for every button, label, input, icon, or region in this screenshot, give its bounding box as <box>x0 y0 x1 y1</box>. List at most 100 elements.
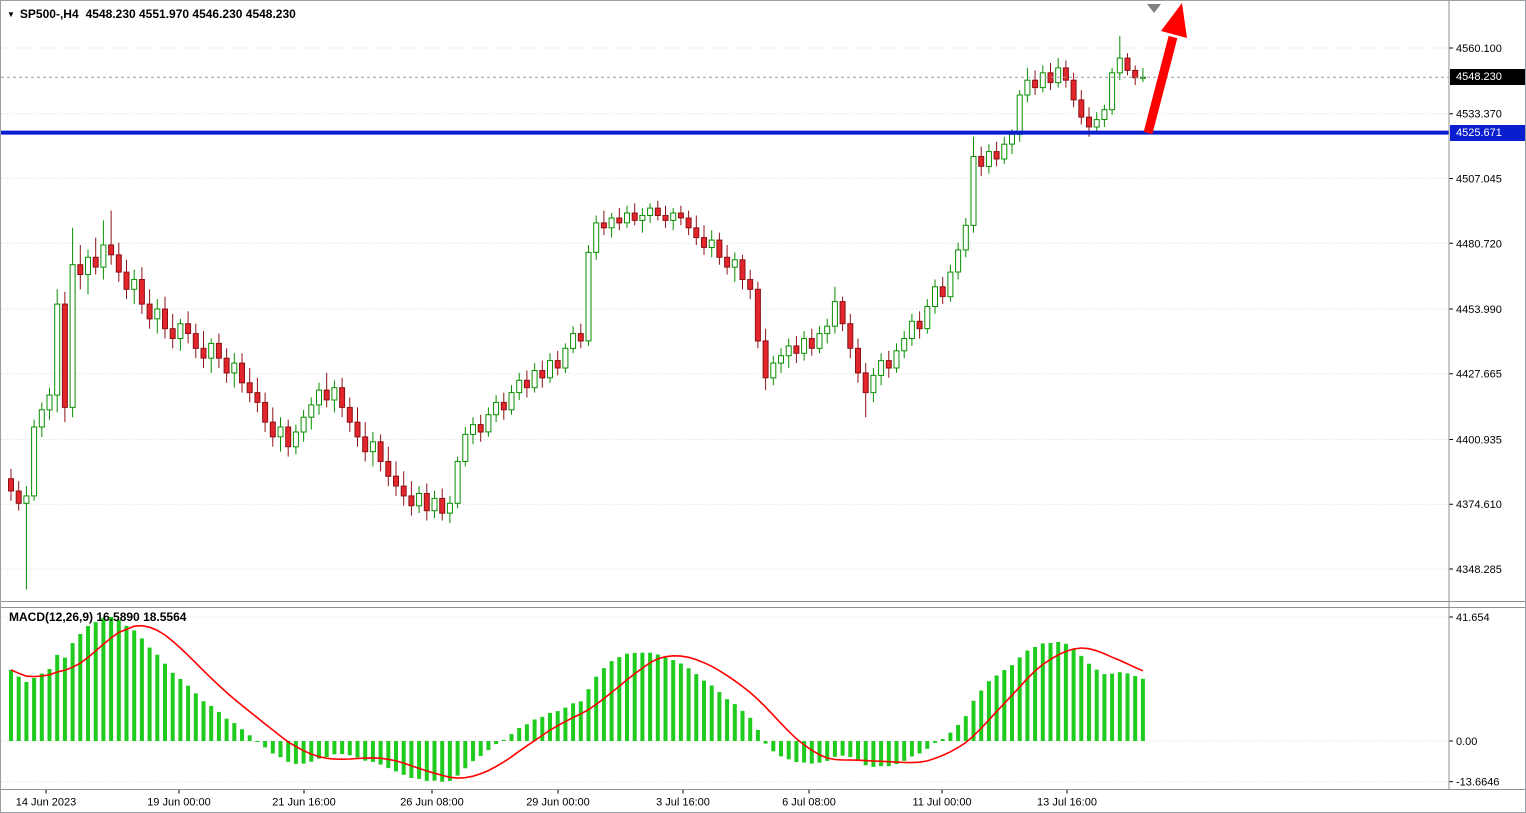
candle-up <box>516 379 523 394</box>
macd-bar <box>571 703 576 741</box>
macd-bar <box>609 661 614 741</box>
candle-down <box>477 424 484 433</box>
candle-up <box>1024 79 1031 96</box>
macd-bar <box>1110 673 1115 741</box>
candle-down <box>993 151 1000 160</box>
macd-bar <box>532 719 537 741</box>
macd-bar <box>601 668 606 741</box>
candle-down <box>616 217 623 224</box>
macd-bar <box>409 741 414 778</box>
macd-bar <box>417 741 422 779</box>
candle-up <box>547 360 553 379</box>
candle-down <box>701 237 707 248</box>
candle-up <box>508 392 515 411</box>
macd-bar <box>78 634 83 741</box>
macd-bar <box>255 741 260 742</box>
macd-bar <box>956 724 961 741</box>
macd-bar <box>755 729 760 741</box>
macd-bar <box>16 676 21 741</box>
price-axis[interactable] <box>1449 1 1526 790</box>
macd-bar <box>548 712 552 741</box>
candle-up <box>770 362 777 379</box>
candle-down <box>408 495 415 507</box>
macd-bar <box>655 654 660 741</box>
chart-shift-icon[interactable] <box>1147 4 1161 13</box>
macd-bar <box>201 701 206 741</box>
trend-arrow[interactable] <box>1143 3 1187 135</box>
macd-bar <box>894 741 899 765</box>
ohlc-values: 4548.230 4551.970 4546.230 4548.230 <box>85 7 296 21</box>
candle-down <box>916 320 923 330</box>
candle-up <box>731 259 738 268</box>
candles-series <box>8 35 1146 590</box>
macd-bar <box>825 741 830 761</box>
candle-down <box>92 256 99 268</box>
candle-up <box>131 279 138 290</box>
candle-up <box>1093 119 1100 128</box>
candle-up <box>878 360 885 376</box>
candle-up <box>670 212 677 221</box>
macd-bar <box>686 668 691 741</box>
candle-up <box>624 212 630 224</box>
macd-bar <box>748 717 753 741</box>
macd-bar <box>917 741 922 754</box>
candle-down <box>523 379 530 389</box>
candle-down <box>885 360 892 369</box>
time-axis[interactable] <box>1 790 1526 813</box>
candle-down <box>808 338 815 349</box>
macd-bar <box>725 699 730 741</box>
macd-bar <box>886 741 891 767</box>
candle-up <box>46 394 53 411</box>
macd-bar <box>933 741 937 743</box>
candle-down <box>1124 57 1131 71</box>
candle-down <box>377 441 384 462</box>
candle-down <box>439 497 446 514</box>
macd-bar <box>1094 669 1099 741</box>
macd-bar <box>1063 643 1068 741</box>
candle-down <box>978 156 985 167</box>
macd-bar <box>1010 665 1014 741</box>
candle-down <box>631 212 638 221</box>
candle-down <box>223 357 230 374</box>
candle-down <box>654 207 661 217</box>
candle-down <box>839 301 846 325</box>
axis-label: 4507.045 <box>1456 173 1502 185</box>
current-price-badge: 4548.230 <box>1450 69 1525 86</box>
macd-bar <box>594 676 599 741</box>
axis-label: -13.6646 <box>1456 777 1499 789</box>
candle-up <box>369 441 376 453</box>
macd-bar <box>9 669 13 741</box>
candle-down <box>285 426 292 448</box>
candle-down <box>200 347 207 359</box>
macd-bar <box>740 710 745 741</box>
candle-down <box>724 256 731 268</box>
macd-bar <box>440 741 445 782</box>
axis-label: 11 Jul 00:00 <box>912 797 971 809</box>
candle-down <box>108 244 115 256</box>
macd-signal-line <box>10 624 1144 779</box>
macd-bar <box>401 741 406 775</box>
macd-bar <box>863 741 868 766</box>
axis-label: 21 Jun 16:00 <box>272 797 336 809</box>
candle-down <box>254 392 261 403</box>
macd-bar <box>378 741 383 765</box>
candle-up <box>100 244 107 268</box>
candle-up <box>955 249 962 273</box>
macd-bar <box>240 729 244 741</box>
candle-down <box>1132 69 1139 79</box>
macd-bar <box>871 741 876 767</box>
macd-bar <box>709 685 714 741</box>
macd-bar <box>424 741 429 781</box>
macd-bar <box>625 653 629 741</box>
macd-bar <box>540 716 545 741</box>
macd-bar <box>178 679 183 741</box>
macd-bar <box>763 741 768 744</box>
macd-bar <box>163 663 167 741</box>
macd-bar <box>247 735 252 741</box>
candle-up <box>870 374 877 394</box>
candle-up <box>570 333 577 349</box>
macd-bar <box>447 741 452 781</box>
macd-bar <box>1133 676 1138 741</box>
macd-bar <box>355 741 360 758</box>
